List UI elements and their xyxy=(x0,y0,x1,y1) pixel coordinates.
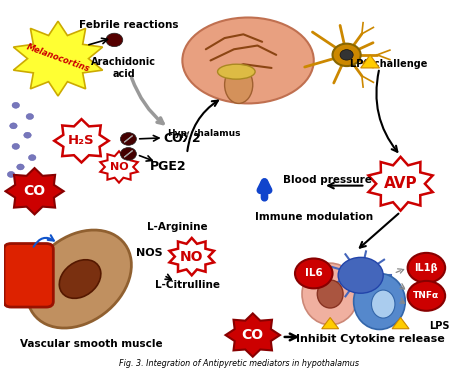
Text: IL6: IL6 xyxy=(305,268,323,278)
Text: PGE2: PGE2 xyxy=(150,160,187,174)
Circle shape xyxy=(120,147,137,160)
Circle shape xyxy=(7,171,15,177)
Polygon shape xyxy=(361,55,380,68)
Text: Hypothalamus: Hypothalamus xyxy=(167,129,240,138)
Polygon shape xyxy=(13,21,103,96)
Text: LPS: LPS xyxy=(428,321,449,331)
Ellipse shape xyxy=(317,280,343,308)
Ellipse shape xyxy=(182,18,314,104)
Text: H₂S: H₂S xyxy=(68,134,95,147)
Polygon shape xyxy=(100,151,138,183)
Polygon shape xyxy=(322,318,338,329)
Ellipse shape xyxy=(372,290,395,318)
Polygon shape xyxy=(368,157,433,211)
Polygon shape xyxy=(54,119,109,162)
Polygon shape xyxy=(226,314,280,357)
Text: NO: NO xyxy=(109,162,128,172)
Circle shape xyxy=(26,179,34,185)
Text: L-Citrulline: L-Citrulline xyxy=(155,280,219,290)
Polygon shape xyxy=(392,318,409,329)
Circle shape xyxy=(106,33,123,46)
Ellipse shape xyxy=(302,263,358,325)
Circle shape xyxy=(338,257,383,293)
Polygon shape xyxy=(6,168,64,214)
Circle shape xyxy=(408,253,445,283)
Circle shape xyxy=(28,154,36,160)
Circle shape xyxy=(17,164,24,170)
Text: Blood pressure: Blood pressure xyxy=(283,175,372,185)
Text: TNFα: TNFα xyxy=(413,291,439,300)
Text: Inhibit Cytokine release: Inhibit Cytokine release xyxy=(296,334,445,344)
Ellipse shape xyxy=(354,273,405,330)
Text: AVP: AVP xyxy=(384,176,418,191)
Circle shape xyxy=(408,281,445,311)
Circle shape xyxy=(120,133,137,145)
Ellipse shape xyxy=(59,260,101,299)
Text: Melanocortins: Melanocortins xyxy=(25,43,91,74)
Text: LPS challenge: LPS challenge xyxy=(350,59,428,69)
Text: L-Arginine: L-Arginine xyxy=(147,222,208,232)
Polygon shape xyxy=(169,238,214,275)
Circle shape xyxy=(340,50,353,60)
Circle shape xyxy=(24,132,31,138)
Text: NO: NO xyxy=(180,250,203,264)
FancyBboxPatch shape xyxy=(4,243,53,307)
Ellipse shape xyxy=(225,66,253,104)
Text: IL1β: IL1β xyxy=(415,263,438,273)
Circle shape xyxy=(9,123,17,129)
Text: Immune modulation: Immune modulation xyxy=(255,212,373,222)
Text: Febrile reactions: Febrile reactions xyxy=(79,20,178,30)
Ellipse shape xyxy=(218,64,255,79)
Text: Vascular smooth muscle: Vascular smooth muscle xyxy=(19,339,162,350)
Circle shape xyxy=(26,114,34,120)
Circle shape xyxy=(12,102,19,108)
Text: CO: CO xyxy=(242,328,264,342)
Text: NOS: NOS xyxy=(136,248,163,258)
Text: CO: CO xyxy=(24,184,46,198)
Circle shape xyxy=(333,44,361,66)
Ellipse shape xyxy=(27,230,131,328)
Text: Arachidonic
acid: Arachidonic acid xyxy=(91,57,156,79)
Text: COX2: COX2 xyxy=(164,132,201,146)
Text: Fig. 3. Integration of Antipyretic mediators in hypothalamus: Fig. 3. Integration of Antipyretic media… xyxy=(118,358,359,368)
Circle shape xyxy=(295,258,333,288)
Circle shape xyxy=(12,143,19,149)
